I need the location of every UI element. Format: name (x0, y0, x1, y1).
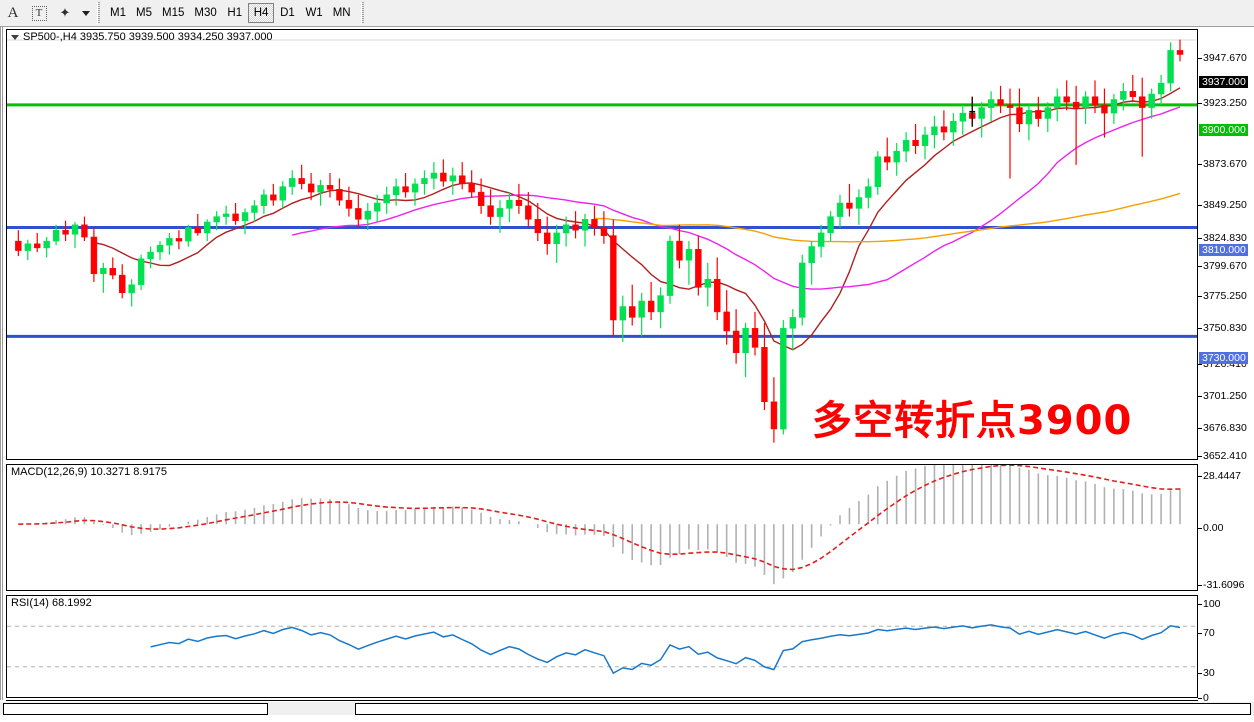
rsi-pane[interactable]: RSI(14) 68.1992 (6, 595, 1198, 698)
indicator-tick: 0.00 (1198, 522, 1223, 534)
green-level-tag: 3900.000 (1199, 124, 1248, 136)
timeframe-w1[interactable]: W1 (305, 7, 323, 19)
price-tick: 3775.250 (1198, 290, 1247, 302)
chart-window: SP500-,H4 3935.750 3939.500 3934.250 393… (0, 27, 1254, 716)
main-toolbar: A T ✦ M1 M5 M15 M30 H1 H4 D1 W1 MN (0, 0, 1254, 27)
timeframe-h4[interactable]: H4 (247, 3, 275, 23)
price-tick: 3873.670 (1198, 158, 1247, 170)
price-tick: 3799.670 (1198, 260, 1247, 272)
macd-label: MACD(12,26,9) 10.3271 8.9175 (11, 466, 167, 478)
timeframe-h1[interactable]: H1 (227, 7, 243, 19)
timeframe-m5[interactable]: M5 (136, 7, 152, 19)
text-box-tool-icon[interactable]: T (26, 1, 52, 25)
price-tick: 3923.250 (1198, 97, 1247, 109)
price-tick: 3676.830 (1198, 422, 1247, 434)
price-pane[interactable]: SP500-,H4 3935.750 3939.500 3934.250 393… (6, 29, 1198, 460)
blue-level-tag-3730: 3730.000 (1199, 352, 1248, 364)
indicator-tick: 70 (1198, 627, 1215, 639)
collapse-triangle-icon[interactable] (11, 34, 19, 40)
objects-dropdown-caret-icon[interactable] (78, 1, 92, 25)
price-chart-canvas (7, 39, 1197, 443)
chevron-down-icon (81, 10, 90, 16)
price-tick: 3849.250 (1198, 199, 1247, 211)
price-tick: 3701.250 (1198, 390, 1247, 402)
objects-tool-icon[interactable]: ✦ (59, 5, 71, 20)
price-tick: 3824.830 (1198, 232, 1247, 244)
scrollbar-thumb-left[interactable] (3, 703, 268, 715)
macd-chart-canvas (18, 465, 1181, 585)
indicator-tick: 0 (1198, 692, 1209, 704)
timeframe-m1[interactable]: M1 (110, 7, 126, 19)
scrollbar-thumb-right[interactable] (355, 703, 1251, 715)
price-annotation-text: 多空转折点3900 (812, 398, 1133, 444)
toolbar-separator (97, 2, 100, 24)
text-box-glyph: T (31, 5, 47, 21)
indicator-tick: 30 (1198, 667, 1215, 679)
symbol-info-bar: SP500-,H4 3935.750 3939.500 3934.250 393… (11, 31, 273, 43)
price-tick: 3750.830 (1198, 322, 1247, 334)
indicator-tick: 28.4447 (1198, 470, 1241, 482)
price-scale[interactable]: 3947.670 3923.250 3873.670 3849.250 3824.830… (1198, 29, 1254, 704)
timeframe-m15[interactable]: M15 (162, 7, 185, 19)
macd-pane[interactable]: MACD(12,26,9) 10.3271 8.9175 (6, 464, 1198, 591)
timeframe-mn[interactable]: MN (332, 7, 351, 19)
blue-level-tag-3810: 3810.000 (1199, 244, 1248, 256)
price-tick: 3652.410 (1198, 450, 1247, 462)
symbol-info-text: SP500-,H4 3935.750 3939.500 3934.250 393… (23, 31, 273, 43)
rsi-label: RSI(14) 68.1992 (11, 597, 92, 609)
horizontal-scrollbar[interactable] (0, 701, 1254, 715)
rsi-chart-canvas (7, 624, 1197, 675)
last-price-tag: 3937.000 (1199, 76, 1248, 88)
toolbar-separator-2 (360, 2, 364, 24)
indicator-tick: 100 (1198, 598, 1221, 610)
timeframe-d1[interactable]: D1 (280, 7, 295, 19)
timeframe-m30[interactable]: M30 (194, 7, 217, 19)
indicator-tick: -31.6096 (1198, 579, 1244, 591)
price-tick: 3947.670 (1198, 52, 1247, 64)
text-tool-icon[interactable]: A (7, 4, 19, 21)
